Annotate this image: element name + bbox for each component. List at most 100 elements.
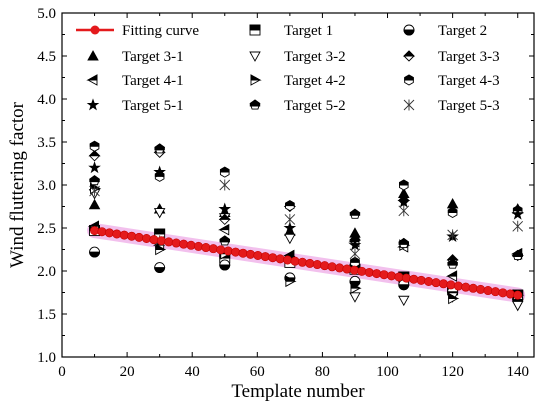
data-point <box>447 207 458 219</box>
legend-marker <box>404 74 414 86</box>
fitting-curve-point <box>290 256 300 266</box>
fitting-curve-point <box>112 229 122 239</box>
legend: Fitting curve Target 1 Target 2 Target 3-1 T… <box>76 23 500 114</box>
fitting-curve-point <box>164 237 174 247</box>
x-tick-label: 100 <box>376 364 399 380</box>
data-point <box>398 295 410 307</box>
fitting-curve-point <box>223 246 233 256</box>
y-tick-label: 3.5 <box>37 135 56 151</box>
fitting-curve-point <box>134 232 144 242</box>
legend-marker <box>86 98 100 111</box>
fitting-curve-point <box>409 274 419 284</box>
fitting-curve-point <box>438 279 448 289</box>
fitting-curve-point <box>401 273 411 283</box>
legend-label: Target 3-3 <box>438 49 500 65</box>
fitting-curve-point <box>490 287 500 297</box>
legend-entry: Target 3-1 <box>87 49 184 65</box>
data-point <box>283 221 297 234</box>
legend-entry: Target 4-3 <box>404 73 500 89</box>
data-point <box>154 143 165 154</box>
fitting-curve-point <box>342 264 352 274</box>
legend-marker <box>86 74 98 86</box>
data-point <box>154 262 166 274</box>
legend-entry: Target 3-3 <box>402 49 500 65</box>
data-point <box>349 292 361 303</box>
ticks-layer: 0 20 40 60 80 100 120 140 1.0 1.5 2.0 2.5 3.0 3.5 4.0 4… <box>37 6 534 380</box>
legend-marker <box>402 50 416 62</box>
data-point <box>89 175 100 186</box>
fitting-curve-point <box>357 266 367 276</box>
legend-entry: Fitting curve <box>76 23 199 39</box>
legend-marker <box>90 25 100 35</box>
fitting-curve-point <box>119 230 129 240</box>
fitting-curve-point <box>90 226 100 236</box>
fitting-curve-point <box>208 244 218 254</box>
x-tick-label: 40 <box>185 364 200 380</box>
fitting-curve-point <box>201 243 211 253</box>
fitting-curve-point <box>379 270 389 280</box>
legend-entry: Target 2 <box>403 23 487 39</box>
legend-entry: Target 5-1 <box>86 98 184 114</box>
data-point <box>448 292 460 305</box>
fitting-curve-point <box>431 278 441 288</box>
x-tick-label: 20 <box>120 364 135 380</box>
y-tick-label: 4.0 <box>37 92 56 108</box>
legend-entry: Target 1 <box>249 23 333 39</box>
fitting-curve-point <box>253 250 263 260</box>
data-point <box>512 249 524 261</box>
legend-marker <box>403 24 415 36</box>
data-point <box>285 275 297 288</box>
fitting-curve-layer <box>90 226 523 300</box>
legend-label: Target 4-1 <box>122 73 184 89</box>
fitting-curve-point <box>312 260 322 270</box>
legend-marker <box>403 99 415 111</box>
fitting-curve-point <box>268 253 278 263</box>
legend-entry: Target 5-3 <box>403 98 500 114</box>
fitting-curve-point <box>156 236 166 246</box>
data-point <box>284 213 296 225</box>
series-target-5-2 <box>89 143 524 269</box>
data-point <box>155 243 167 256</box>
data-point <box>512 220 524 232</box>
data-point <box>153 165 166 178</box>
fitting-curve-point <box>394 272 404 282</box>
data-point <box>88 198 101 210</box>
data-point <box>511 300 524 312</box>
fitting-curve-point <box>260 252 270 262</box>
x-tick-label: 0 <box>58 364 66 380</box>
data-point <box>350 282 362 294</box>
data-point <box>447 229 458 241</box>
fitting-curve-point <box>231 247 241 257</box>
fitting-curve-point <box>513 290 523 300</box>
fitting-curve-point <box>320 261 330 271</box>
fitting-curve-point <box>387 271 397 281</box>
data-point <box>398 205 410 217</box>
data-point <box>218 213 231 226</box>
fitting-curve-point <box>245 249 255 259</box>
legend-marker <box>250 74 262 86</box>
data-point <box>218 223 230 236</box>
fitting-curve-point <box>297 257 307 267</box>
fitting-curve-point <box>364 267 374 277</box>
legend-label: Target 3-2 <box>284 49 346 65</box>
data-point <box>397 195 411 208</box>
fitting-curve-point <box>416 275 426 285</box>
x-tick-label: 80 <box>315 364 330 380</box>
data-point <box>219 235 231 246</box>
data-point <box>153 208 166 219</box>
series-target-5-3 <box>89 179 524 260</box>
data-point <box>88 150 101 162</box>
fitting-curve-point <box>216 245 226 255</box>
fitting-curve-point <box>179 239 189 249</box>
legend-label: Target 5-2 <box>284 98 346 114</box>
legend-label: Target 1 <box>284 23 333 39</box>
fitting-curve-point <box>372 269 382 279</box>
fitting-curve-point <box>283 255 293 265</box>
y-tick-label: 1.0 <box>37 350 56 366</box>
x-axis-title: Template number <box>231 381 365 402</box>
x-tick-label: 120 <box>441 364 464 380</box>
fitting-curve-point <box>424 277 434 287</box>
data-point <box>398 237 410 248</box>
legend-marker <box>249 24 261 36</box>
